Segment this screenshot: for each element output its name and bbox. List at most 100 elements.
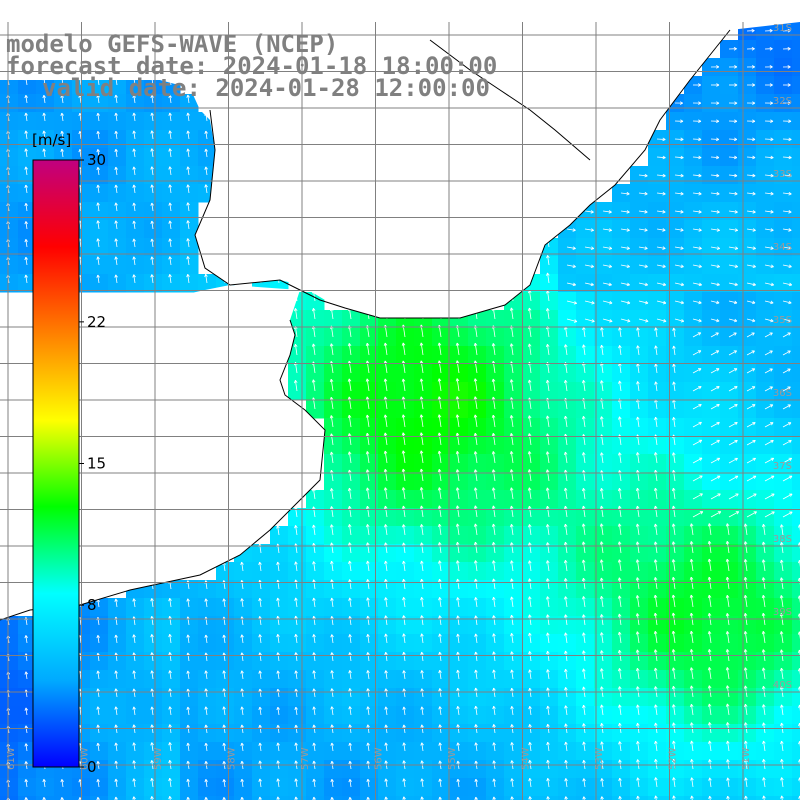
wind-arrow-head (150, 148, 153, 152)
wind-arrow-head (583, 452, 586, 456)
wind-arrow-head (698, 228, 702, 231)
wind-arrow (277, 597, 280, 608)
wind-arrow-head (402, 487, 406, 491)
wind-arrow-head (276, 561, 279, 565)
wind-speed-cell (666, 418, 685, 437)
wind-arrow-head (510, 687, 513, 692)
wind-arrow-head (715, 157, 720, 160)
wind-speed-cell (144, 184, 163, 203)
wind-arrow (728, 350, 737, 356)
wind-arrow-head (735, 264, 738, 268)
wind-arrow-head (600, 523, 604, 527)
wind-arrow (546, 487, 550, 500)
wind-arrow-head (60, 94, 63, 99)
wind-arrow (25, 274, 28, 284)
wind-arrow-head (680, 266, 684, 268)
wind-arrow-head (726, 594, 730, 598)
wind-arrow-head (662, 264, 666, 268)
wind-arrow (638, 210, 648, 213)
wind-arrow-head (770, 157, 774, 160)
wind-arrow-head (204, 184, 207, 188)
wind-arrow-head (600, 327, 602, 331)
wind-speed-cell (234, 562, 253, 581)
wind-arrow-head (798, 704, 800, 708)
wind-arrow-head (347, 469, 350, 473)
wind-speed-cell (540, 544, 559, 563)
wind-arrow-head (511, 669, 514, 673)
wind-arrow-head (636, 613, 640, 617)
wind-arrow-head (546, 542, 548, 546)
wind-arrow-head (24, 761, 27, 765)
wind-arrow-head (474, 615, 476, 619)
wind-arrow (710, 439, 720, 446)
wind-arrow-head (367, 597, 370, 601)
wind-arrow (169, 670, 172, 680)
wind-arrow-head (663, 319, 667, 322)
wind-speed-cell (378, 472, 397, 491)
wind-arrow-head (473, 343, 476, 347)
wind-arrow (637, 759, 640, 770)
wind-arrow-head (347, 378, 350, 382)
wind-arrow-head (743, 649, 746, 653)
wind-arrow-head (205, 706, 208, 710)
wind-arrow-head (762, 759, 764, 763)
wind-arrow-head (636, 381, 638, 385)
wind-arrow (313, 670, 316, 680)
wind-speed-cell (702, 760, 721, 779)
wind-arrow-head (780, 704, 782, 708)
wind-arrow-head (367, 615, 370, 619)
wind-arrow-head (132, 238, 135, 242)
wind-speed-cell (450, 400, 469, 419)
wind-arrow (456, 469, 460, 482)
wind-arrow (600, 559, 604, 572)
wind-speed-cell (432, 598, 451, 617)
wind-arrow-head (563, 380, 566, 384)
wind-speed-cell (558, 706, 577, 725)
wind-arrow-head (673, 505, 676, 509)
wind-arrow-head (637, 722, 640, 726)
wind-arrow-head (241, 652, 244, 656)
wind-speed-cell (432, 454, 451, 473)
wind-arrow-head (564, 741, 567, 745)
wind-speed-cell (360, 742, 379, 761)
wind-arrow-head (491, 523, 494, 528)
wind-arrow-head (673, 722, 676, 726)
wind-arrow (151, 130, 154, 140)
wind-arrow (456, 505, 460, 518)
wind-arrow-head (680, 302, 684, 305)
wind-arrow (133, 95, 136, 104)
wind-arrow-head (572, 248, 576, 250)
wind-speed-cell (342, 706, 361, 725)
wind-arrow-head (762, 667, 766, 671)
wind-arrow-head (511, 614, 514, 618)
wind-arrow-head (187, 760, 190, 764)
wind-speed-cell (720, 670, 739, 689)
wind-arrow-head (655, 363, 658, 367)
wind-arrow (295, 615, 298, 626)
wind-speed-cell (324, 544, 343, 563)
wind-arrow-head (474, 724, 477, 728)
wind-arrow (313, 616, 316, 626)
wind-arrow-head (600, 759, 603, 764)
wind-arrow-head (708, 576, 712, 580)
wind-speed-cell (468, 796, 487, 800)
wind-speed-cell (630, 706, 649, 725)
wind-arrow (367, 670, 370, 680)
wind-arrow (421, 579, 424, 590)
wind-arrow-head (609, 246, 613, 249)
wind-arrow (259, 580, 262, 590)
wind-arrow (295, 579, 298, 590)
wind-arrow-head (186, 706, 189, 710)
wind-arrow (475, 706, 478, 716)
wind-arrow-head (663, 300, 667, 304)
wind-arrow (528, 343, 532, 356)
wind-arrow (330, 470, 334, 482)
wind-arrow-head (403, 706, 406, 710)
wind-arrow-head (457, 760, 460, 764)
wind-arrow (619, 345, 622, 356)
wind-arrow-head (707, 649, 710, 653)
wind-arrow-head (788, 211, 792, 214)
wind-speed-cell (414, 328, 433, 347)
wind-arrow-head (366, 451, 370, 455)
wind-arrow-head (529, 505, 532, 509)
